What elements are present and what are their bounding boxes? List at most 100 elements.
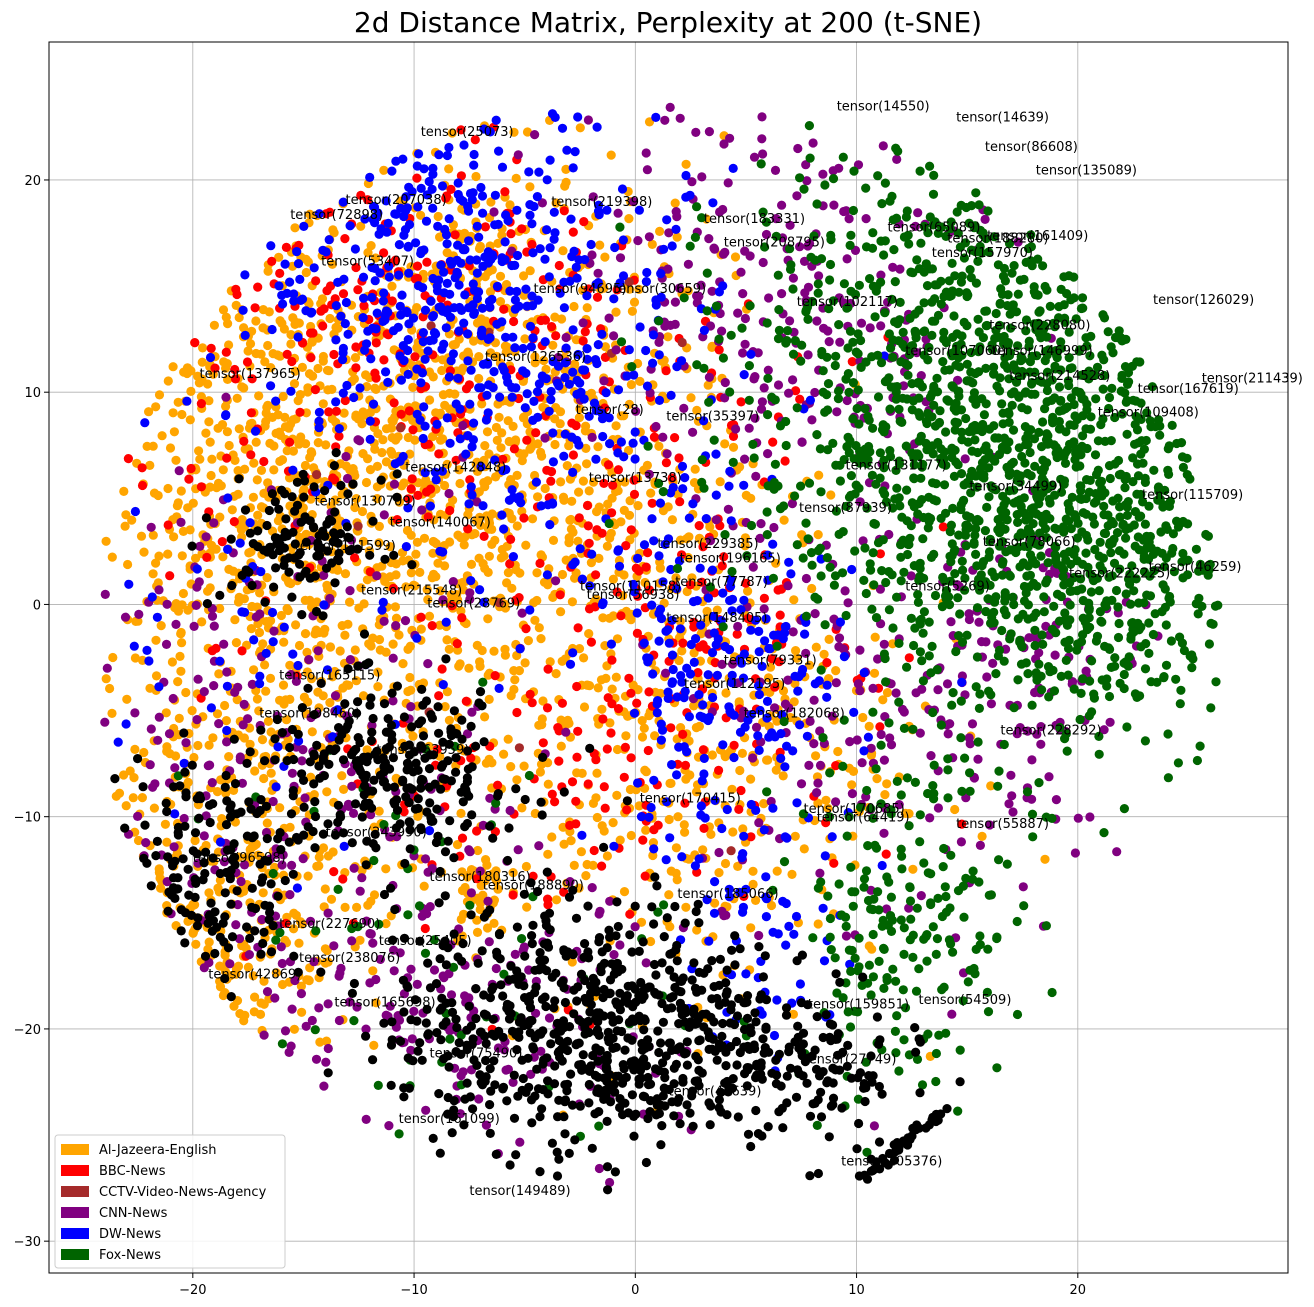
scatter-point: [916, 891, 926, 901]
scatter-point: [339, 784, 349, 795]
scatter-point: [318, 245, 328, 255]
scatter-point: [393, 322, 403, 332]
scatter-point: [457, 833, 468, 843]
scatter-point: [793, 143, 803, 154]
scatter-point: [136, 531, 147, 541]
scatter-point: [326, 894, 337, 904]
scatter-point: [763, 365, 773, 375]
scatter-point: [466, 559, 477, 570]
scatter-point: [255, 588, 265, 598]
scatter-point: [849, 166, 859, 176]
scatter-point: [728, 827, 738, 837]
scatter-point: [398, 556, 408, 566]
scatter-point: [285, 437, 295, 447]
scatter-point: [829, 858, 839, 868]
scatter-point: [456, 1071, 466, 1081]
scatter-point: [739, 595, 749, 605]
scatter-point: [404, 268, 414, 278]
scatter-point: [442, 635, 452, 645]
scatter-point: [331, 335, 341, 345]
scatter-point: [134, 609, 144, 620]
scatter-point: [219, 357, 229, 367]
scatter-point: [823, 326, 833, 336]
scatter-point: [654, 551, 664, 561]
scatter-point: [489, 367, 499, 377]
scatter-point: [196, 482, 206, 492]
scatter-point: [445, 438, 455, 448]
scatter-point: [703, 380, 713, 390]
scatter-point: [461, 449, 471, 459]
scatter-point: [544, 1013, 555, 1023]
scatter-point: [266, 381, 276, 391]
scatter-point: [908, 864, 918, 874]
scatter-point: [114, 788, 125, 798]
scatter-point: [665, 102, 675, 112]
scatter-point: [668, 664, 678, 675]
scatter-point: [341, 451, 351, 462]
scatter-point: [692, 405, 702, 415]
scatter-point: [615, 940, 625, 950]
scatter-point: [628, 438, 638, 448]
scatter-point: [708, 692, 718, 703]
scatter-point: [876, 321, 886, 331]
scatter-point: [184, 474, 194, 484]
scatter-point: [297, 294, 308, 304]
scatter-point: [496, 443, 506, 453]
scatter-point: [672, 875, 682, 885]
scatter-point: [313, 438, 323, 448]
scatter-point: [130, 506, 140, 517]
scatter-point: [1070, 848, 1080, 858]
scatter-point: [391, 621, 401, 631]
scatter-point: [713, 634, 723, 644]
scatter-point: [744, 423, 754, 433]
scatter-point: [542, 703, 553, 713]
scatter-point: [278, 680, 289, 690]
scatter-point: [532, 595, 542, 606]
scatter-point: [300, 629, 311, 639]
scatter-point: [175, 651, 185, 662]
scatter-point: [434, 150, 444, 160]
scatter-point: [483, 614, 493, 624]
scatter-point: [568, 367, 578, 377]
scatter-point: [185, 525, 195, 535]
scatter-point: [168, 408, 178, 418]
scatter-point: [437, 344, 447, 354]
scatter-point: [869, 668, 880, 678]
scatter-point: [437, 365, 447, 376]
scatter-point: [137, 480, 148, 491]
scatter-point: [372, 482, 382, 492]
scatter-point: [347, 781, 357, 791]
scatter-point: [1027, 755, 1037, 765]
scatter-point: [592, 358, 602, 369]
scatter-point: [773, 630, 783, 640]
scatter-point: [314, 407, 324, 417]
scatter-point: [102, 663, 112, 673]
scatter-point: [330, 691, 341, 701]
scatter-point: [450, 273, 460, 283]
scatter-point: [647, 239, 657, 249]
scatter-point: [362, 745, 372, 755]
scatter-point: [295, 274, 305, 284]
scatter-point: [394, 270, 404, 280]
scatter-point: [591, 793, 601, 803]
scatter-point: [464, 663, 474, 673]
scatter-point: [302, 667, 312, 677]
scatter-point: [475, 585, 485, 595]
scatter-point: [691, 723, 702, 733]
scatter-point: [434, 302, 444, 312]
scatter-point: [486, 254, 496, 265]
scatter-point: [701, 514, 711, 524]
scatter-point: [648, 330, 659, 340]
scatter-point: [441, 617, 451, 627]
scatter-point: [329, 228, 339, 238]
scatter-point: [492, 319, 502, 329]
scatter-point: [456, 533, 466, 543]
scatter-point: [267, 256, 277, 266]
scatter-point: [607, 684, 617, 694]
scatter-point: [120, 612, 131, 622]
scatter-point: [246, 408, 256, 418]
scatter-point: [375, 645, 385, 655]
scatter-point: [384, 1121, 394, 1131]
scatter-point: [280, 1026, 291, 1036]
scatter-point: [379, 510, 389, 520]
